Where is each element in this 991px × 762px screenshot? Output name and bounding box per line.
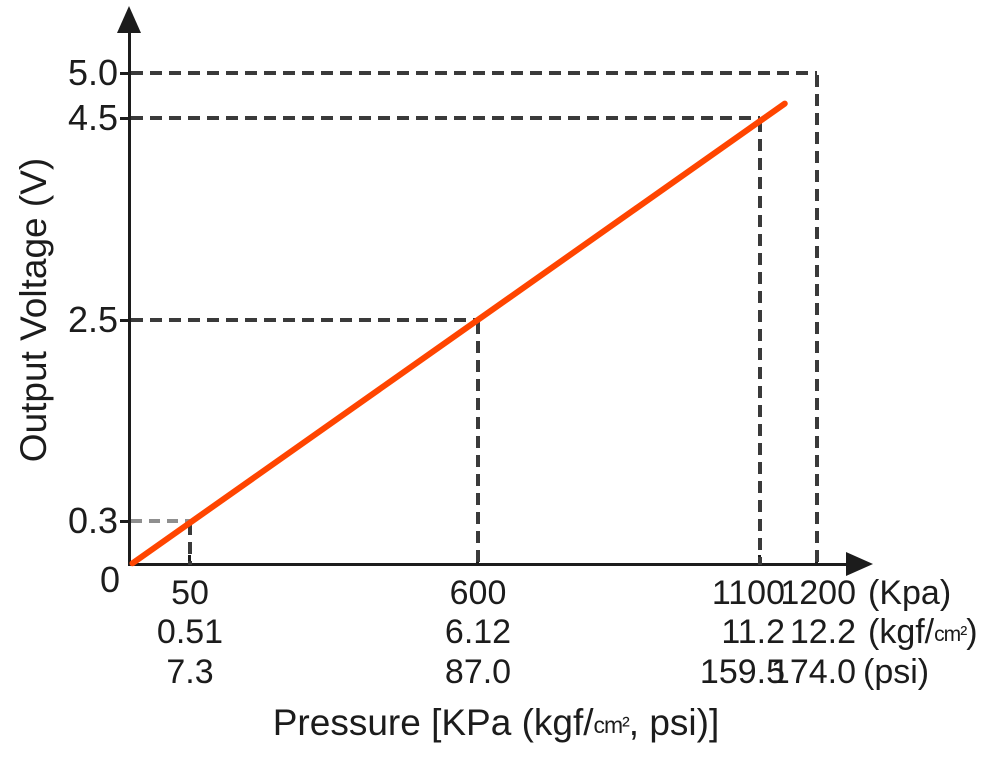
x-unit-kgf-prefix: (kgf/ [868,613,935,651]
x-unit-label-kgf: (kgf/cm²) [868,613,978,654]
x-unit-label-psi: (psi) [863,653,930,691]
x-axis-title-cm2: cm² [593,712,630,738]
x-value-kgf-0-51: 0.51 [156,613,224,651]
y-tick-label-4-5v: 4.5 [67,97,118,138]
x-unit-kgf-suffix: ) [966,613,978,651]
x-unit-label-kpa: (Kpa) [868,574,952,612]
refline-horizontal-0-3v [131,519,190,523]
y-axis-title: Output Voltage (V) [13,157,54,463]
y-tick-label-0v: 0 [99,559,120,600]
x-value-kgf-12-2: 12.2 [789,613,856,651]
y-tick-2-5v [120,319,134,322]
refline-vertical-600kpa [476,322,480,565]
sensor-output-line [128,99,789,568]
refline-vertical-1100kpa [758,120,762,565]
x-axis-line [128,563,852,566]
x-value-kpa-1200: 1200 [780,574,856,612]
x-axis-title: Pressure [KPa (kgf/cm², psi)] [146,702,846,744]
x-value-kpa-600: 600 [449,574,507,612]
x-axis-arrowhead-icon [846,552,873,576]
refline-vertical-50kpa [188,523,192,565]
refline-horizontal-2-5v [131,318,478,322]
y-axis-arrowhead-icon [117,6,141,33]
x-value-psi-87-0: 87.0 [444,653,512,691]
y-tick-label-5v: 5.0 [67,52,118,93]
refline-horizontal-5v [131,71,817,75]
y-tick-0-3v [120,520,134,523]
x-value-psi-174-0: 174.0 [770,653,856,691]
y-axis-line [128,20,131,566]
x-value-kgf-6-12: 6.12 [444,613,512,651]
y-tick-5v [120,72,134,75]
refline-vertical-1200kpa [815,75,819,565]
x-unit-kgf-cm2: cm² [934,623,967,646]
y-tick-4-5v [120,117,134,120]
x-value-kgf-11-2: 11.2 [721,613,785,651]
y-tick-label-0-3v: 0.3 [67,500,118,541]
x-axis-title-suffix: , psi)] [628,702,720,743]
x-value-psi-159-5: 159.5 [699,653,785,691]
refline-horizontal-4-5v [131,116,760,120]
x-axis-title-prefix: Pressure [KPa (kgf/ [272,702,594,743]
x-value-kpa-1100: 1100 [711,574,785,612]
y-tick-label-2-5v: 2.5 [67,299,118,340]
x-value-psi-7-3: 7.3 [166,653,214,691]
x-value-kpa-50: 50 [171,574,209,612]
